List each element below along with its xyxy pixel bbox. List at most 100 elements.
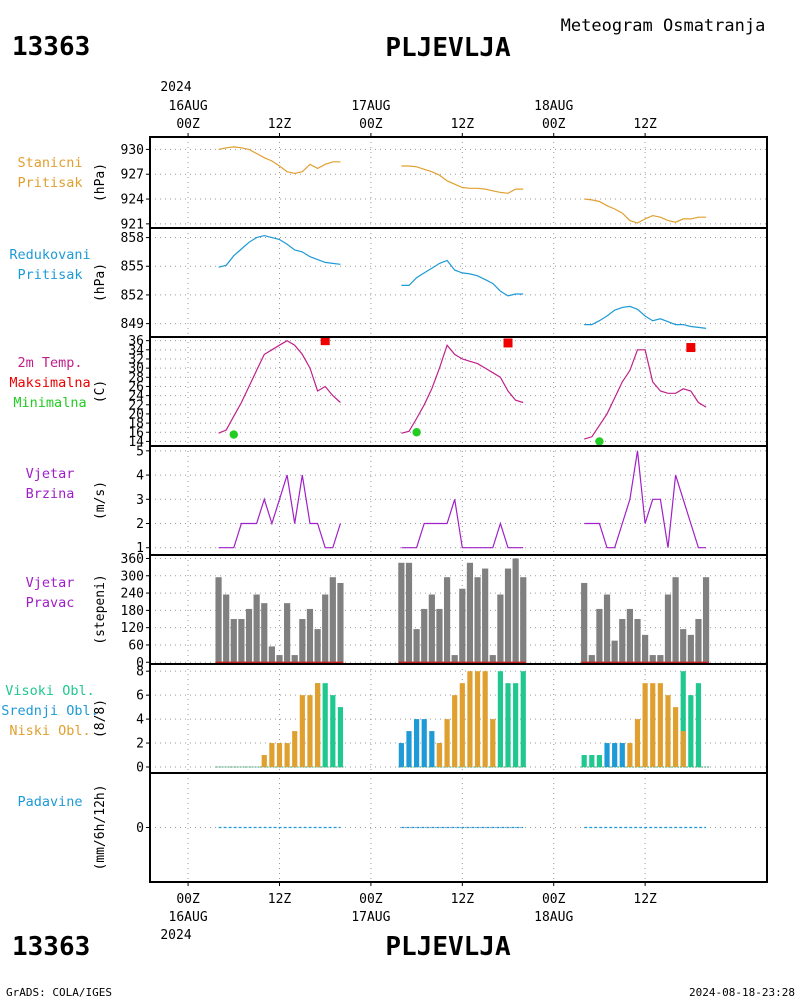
series-line-station_pressure [584,198,707,224]
data-layer [215,146,710,829]
time-label-top: 00Z [359,117,383,132]
panel-frame-temperature [149,336,768,447]
y-tick-label: 120 [121,621,144,636]
panel-frame-station_pressure [149,136,768,229]
wind-dir-bar [428,594,435,663]
cloud-bar-low [459,683,465,768]
cloud-bar-high [505,683,511,768]
credit-text: GrADS: COLA/IGES [6,986,112,999]
panel-label-temperature: 2m Temp. [17,355,82,371]
panel-label-clouds: Srednji Obl. [1,703,99,719]
cloud-bar-low [634,719,641,768]
station-id-bottom: 13363 [12,932,90,962]
panel-label-wind_dir: Vjetar [26,575,75,591]
y-tick-label: 60 [128,638,144,653]
y-tick-label: 18 [128,417,144,432]
cloud-bar-low [452,695,458,768]
wind-dir-bar [512,558,519,663]
cloud-bar-high [520,671,526,768]
wind-dir-bar [322,594,329,663]
cloud-bar-mid [406,731,412,768]
wind-dir-bar [268,646,275,663]
unit-label-wind_speed: (m/s) [93,481,108,520]
cloud-bar-high [688,695,694,768]
y-tick-label: 858 [121,231,144,246]
wind-dir-bar [702,577,710,663]
wind-dir-bar [306,608,314,663]
panel-frame-reduced_pressure [149,227,768,338]
wind-dir-bar [223,594,230,663]
wind-dir-bar [588,655,595,663]
cloud-bar-high [695,683,702,768]
cloud-bar-low [299,695,305,768]
wind-dir-bar [443,577,451,663]
y-tick-label: 855 [121,260,144,275]
wind-dir-bar [657,655,664,663]
wind-dir-bar [299,619,306,663]
cloud-bar-low [474,671,481,768]
series-line-reduced_pressure [584,305,707,329]
cloud-bar-mid [612,743,618,768]
y-tick-label: 5 [136,444,144,459]
cloud-bar-high [330,695,336,768]
y-tick-label: 6 [136,689,144,704]
cloud-bar-low [642,683,648,768]
cloud-bar-low [314,683,321,768]
year-top: 2024 [160,80,191,95]
y-tick-label: 849 [121,317,144,332]
cloud-bar-mid [429,731,435,768]
date-label-bottom: 18AUG [534,910,573,925]
wind-dir-bar [215,577,222,663]
y-tick-label: 20 [128,407,144,422]
wind-dir-bar [329,577,336,663]
date-label-top: 16AUG [169,99,208,114]
cloud-bar-low [665,695,671,768]
panel-label-wind_speed: Brzina [26,486,75,502]
wind-dir-bar [398,562,405,663]
cloud-bar-low [292,731,298,768]
y-tick-label: 24 [128,389,144,404]
unit-label-temperature: (C) [93,380,108,403]
y-tick-label: 921 [121,217,144,232]
y-tick-label: 36 [128,334,144,349]
y-tick-label: 852 [121,288,144,303]
cloud-bar-low [269,743,275,768]
cloud-bar-high [581,755,587,768]
cloud-bar-low [284,743,290,768]
wind-dir-bar [504,568,512,663]
series-line-wind_speed [401,499,524,549]
unit-label-clouds: (8/8) [93,699,108,738]
y-tick-label: 2 [136,517,144,532]
y-tick-label: 300 [121,569,144,584]
y-tick-label: 180 [121,604,144,619]
wind-dir-bar [642,634,649,663]
panel-label-station_pressure: Pritisak [17,175,82,191]
product-title: Meteogram Osmatranja [561,16,766,36]
station-id-top: 13363 [12,32,90,62]
panel-label-wind_speed: Vjetar [26,466,75,482]
time-label-bottom: 00Z [359,892,383,907]
cloud-bar-low [482,671,488,768]
y-tick-label: 16 [128,426,144,441]
cloud-bar-low [444,719,450,768]
time-label-bottom: 00Z [542,892,566,907]
wind-dir-bar [596,608,603,663]
tmax-marker [686,343,696,353]
wind-dir-bar [276,655,283,663]
time-label-bottom: 12Z [451,892,475,907]
wind-dir-bar [451,655,458,663]
panel-label-reduced_pressure: Redukovani [9,247,90,263]
wind-dir-bar [261,603,268,663]
y-tick-label: 0 [136,761,144,776]
time-label-bottom: 12Z [633,892,657,907]
wind-dir-bar [337,582,344,663]
series-line-station_pressure [401,165,524,194]
y-tick-label: 4 [136,469,144,484]
time-label-bottom: 00Z [176,892,200,907]
wind-dir-bar [664,594,672,663]
cloud-bar-low [627,743,633,768]
year-bottom: 2024 [160,928,191,943]
wind-dir-bar [626,608,633,663]
tmin-marker [412,428,421,437]
date-label-top: 17AUG [351,99,390,114]
